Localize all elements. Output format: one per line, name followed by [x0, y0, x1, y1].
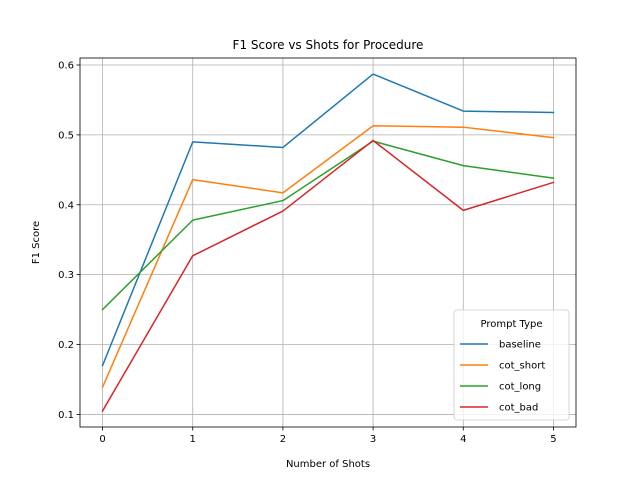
y-axis: 0.1 0.2 0.3 0.4 0.5 0.6 — [58, 60, 80, 421]
x-tick-label: 2 — [280, 434, 286, 445]
y-tick-label: 0.6 — [58, 60, 74, 71]
y-tick-label: 0.1 — [58, 410, 74, 421]
chart-title: F1 Score vs Shots for Procedure — [233, 38, 424, 52]
y-axis-label: F1 Score — [31, 221, 42, 264]
series-line-baseline — [101, 73, 555, 367]
plot-frame — [79, 57, 577, 428]
series-line-cot-bad — [101, 139, 555, 412]
y-tick-label: 0.2 — [58, 340, 74, 351]
y-tick-label: 0.4 — [58, 200, 74, 211]
legend-title: Prompt Type — [480, 319, 542, 330]
legend-label: cot_long — [499, 382, 541, 393]
series-line-cot-short — [101, 125, 555, 389]
x-axis: 0 1 2 3 4 5 — [99, 427, 557, 445]
grid — [80, 58, 576, 427]
y-tick-label: 0.3 — [58, 270, 74, 281]
y-tick-label: 0.5 — [58, 130, 74, 141]
x-tick-label: 5 — [550, 434, 556, 445]
legend-label: cot_bad — [499, 403, 538, 414]
series-lines — [101, 73, 555, 412]
legend: Prompt Type baseline cot_short cot_longcot… — [453, 309, 570, 421]
x-tick-label: 0 — [99, 434, 105, 445]
series-line-cot-long — [101, 140, 555, 311]
legend-box — [453, 309, 570, 421]
legend-label: baseline — [499, 340, 541, 351]
x-tick-label: 1 — [190, 434, 196, 445]
legend-label: cot_short — [499, 361, 545, 372]
x-tick-label: 4 — [460, 434, 466, 445]
x-axis-label: Number of Shots — [286, 459, 370, 470]
x-tick-label: 3 — [370, 434, 376, 445]
legend-items: baseline cot_short cot_long cot_bad — [460, 340, 545, 414]
